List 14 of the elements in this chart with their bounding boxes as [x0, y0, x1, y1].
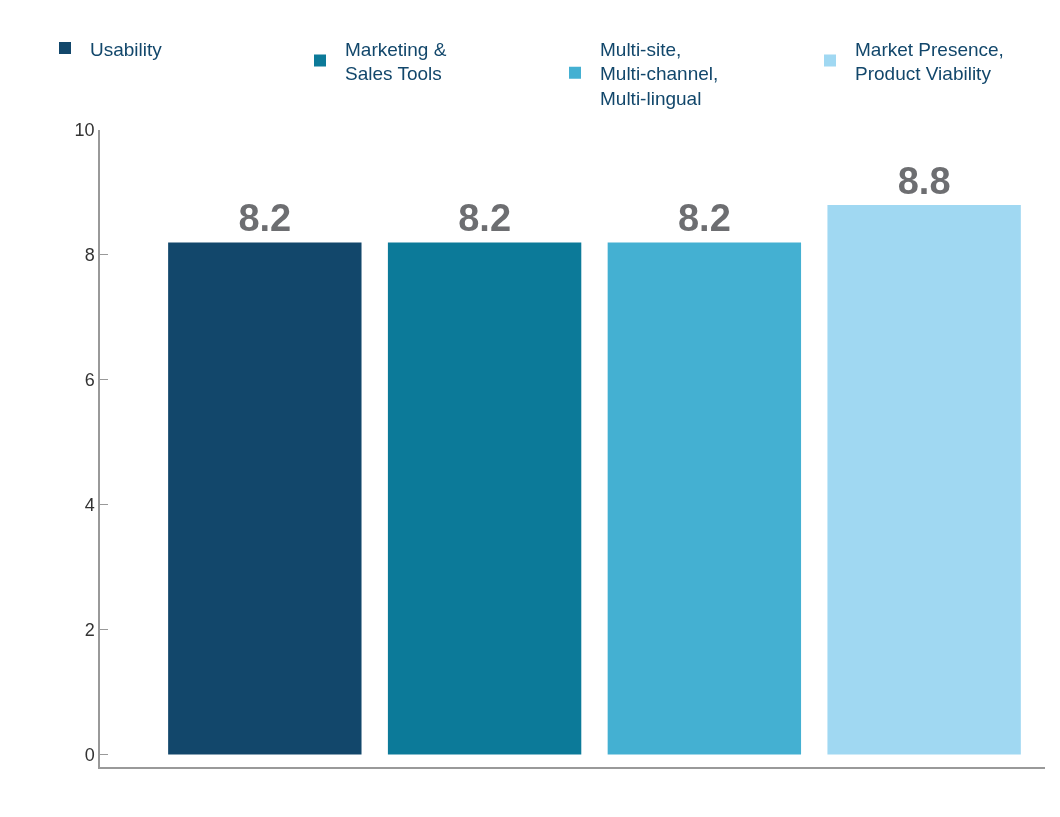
y-tick-label: 8 [84, 245, 95, 266]
data-label: 8.2 [677, 197, 731, 240]
legend-label: Multi-site, Multi-channel, Multi-lingual [600, 38, 719, 109]
legend-label: Usability [90, 38, 163, 60]
y-tick-label: 6 [84, 370, 95, 391]
y-tick-label: 4 [84, 495, 95, 516]
data-label: 8.2 [238, 197, 292, 240]
legend-label: Marketing & Sales Tools [345, 38, 447, 85]
data-label: 8.8 [897, 159, 951, 202]
y-tick-label: 0 [84, 744, 95, 765]
y-tick-label: 2 [84, 619, 95, 640]
data-label: 8.2 [458, 197, 512, 240]
legend-label: Market Presence, Product Viability [855, 38, 1004, 85]
y-tick-label: 10 [74, 120, 95, 141]
